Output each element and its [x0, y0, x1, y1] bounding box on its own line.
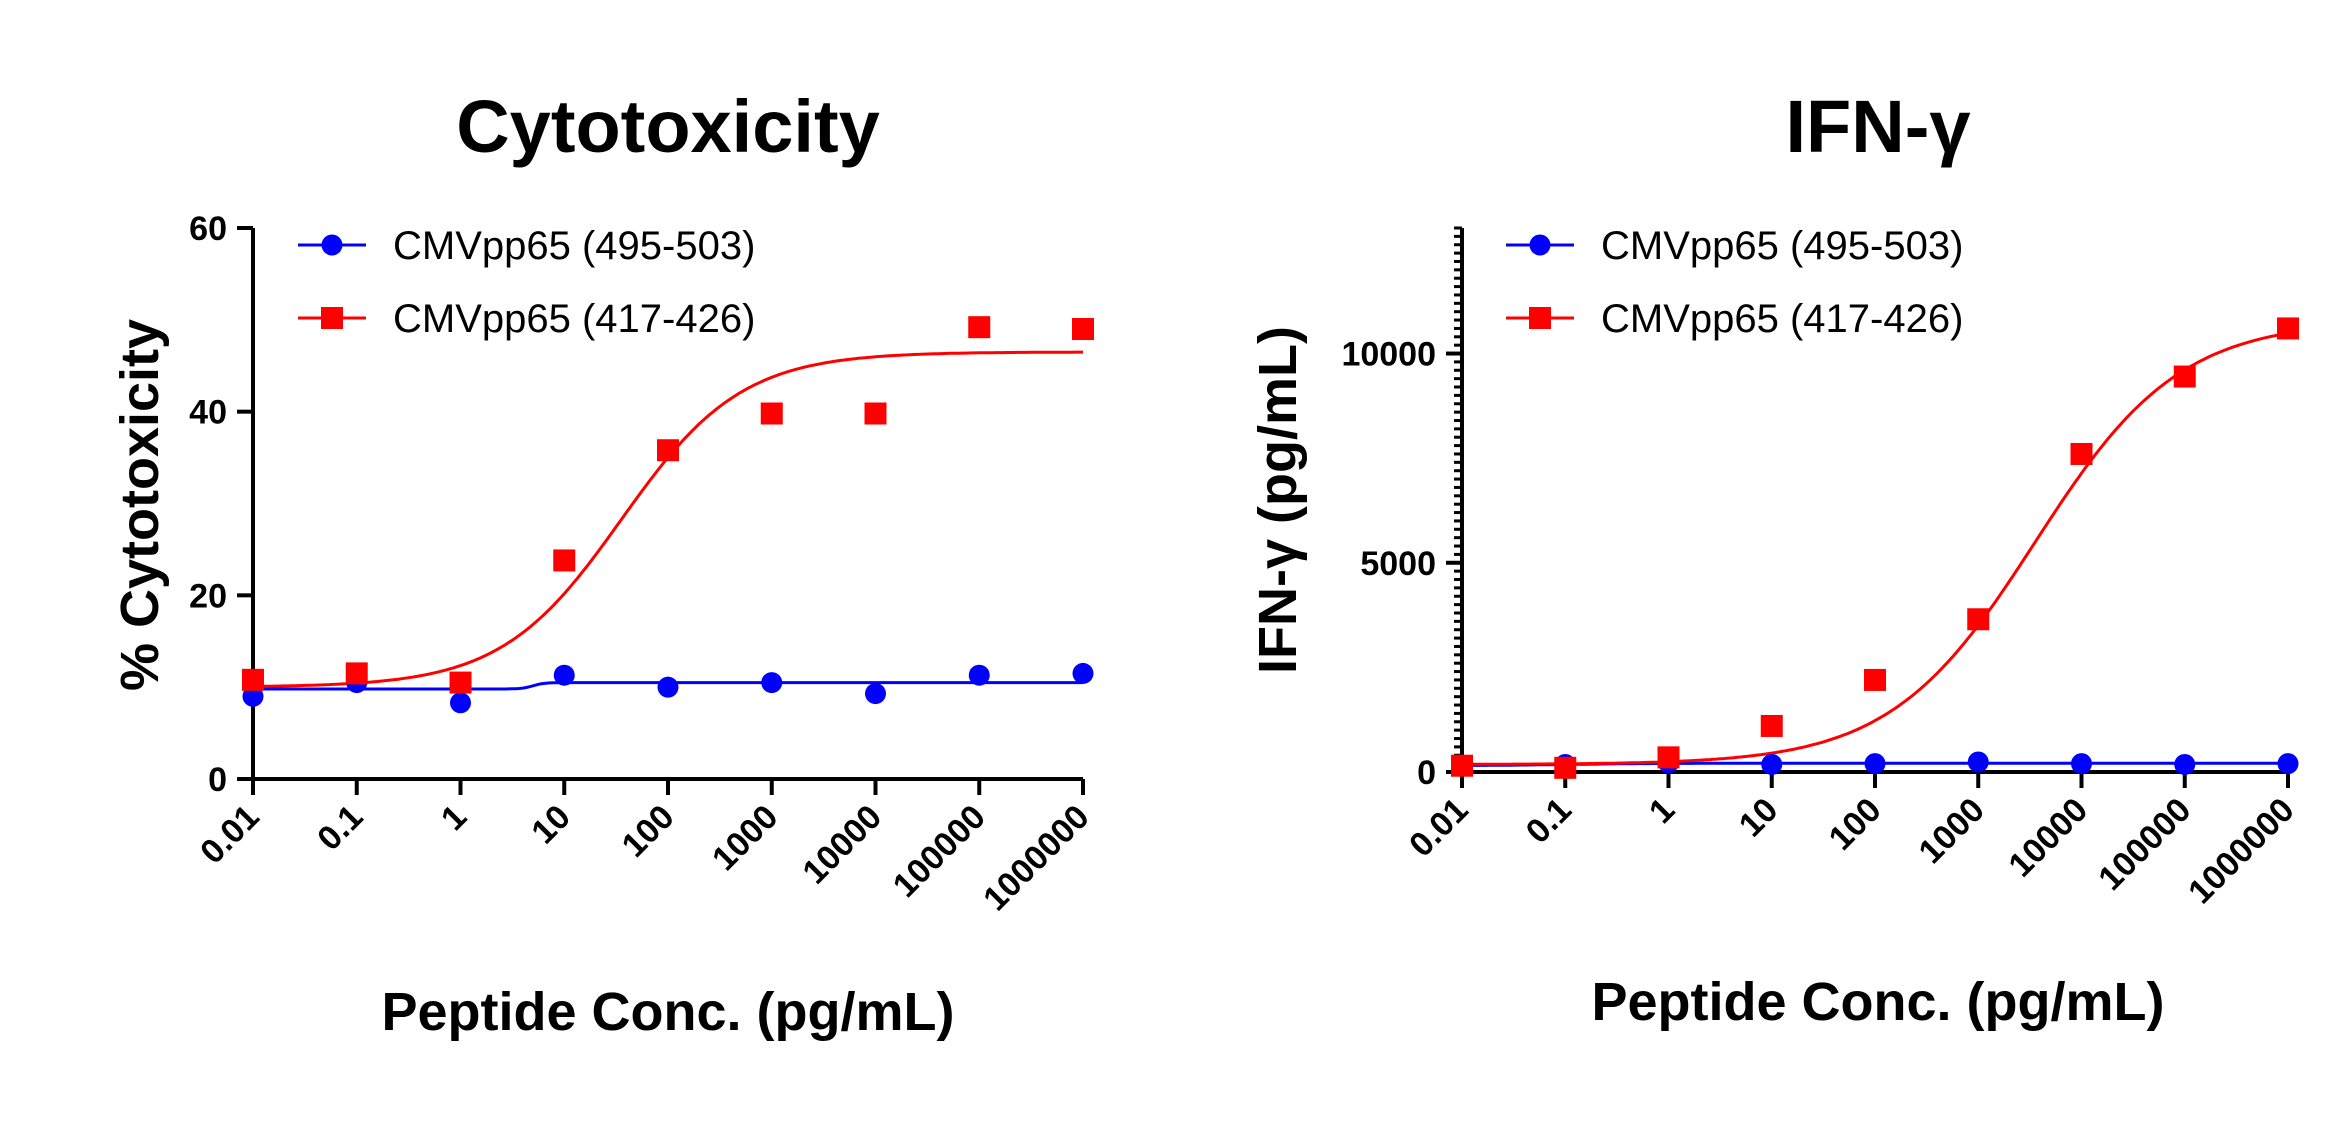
data-point-series-2 — [449, 671, 472, 694]
legend-label: CMVpp65 (417-426) — [393, 297, 755, 341]
x-tick-label: 0.01 — [193, 798, 267, 872]
ifn-gamma-data-points — [1451, 317, 2299, 779]
data-point-series-1 — [657, 676, 679, 698]
data-point-series-2 — [2070, 442, 2093, 465]
data-point-series-2 — [760, 402, 783, 425]
cytotoxicity-legend: CMVpp65 (495-503) CMVpp65 (417-426) — [298, 224, 755, 341]
y-tick-label: 0 — [1417, 754, 1436, 792]
x-tick-label: 1000 — [1912, 791, 1992, 871]
legend-marker — [1529, 234, 1551, 256]
x-tick-label: 10000 — [795, 798, 889, 892]
data-point-series-2 — [1967, 608, 1990, 631]
data-point-series-1 — [865, 683, 886, 705]
x-tick-label: 0.1 — [310, 798, 370, 858]
data-point-series-1 — [553, 664, 575, 686]
y-tick-label: 5000 — [1360, 545, 1436, 583]
data-point-series-2 — [553, 549, 576, 572]
x-tick-label: 100000 — [2091, 791, 2198, 898]
cytotoxicity-fit-curves — [253, 350, 1083, 691]
y-tick-label: 10000 — [1341, 336, 1436, 374]
x-tick-label: 10 — [524, 798, 578, 852]
x-tick-label: 0.01 — [1402, 791, 1476, 865]
data-point-series-1 — [2071, 753, 2092, 775]
data-point-series-2 — [345, 662, 368, 685]
ifn-gamma-y-axis-label: IFN-γ (pg/mL) — [1248, 326, 1308, 674]
ifn-gamma-x-axis-label: Peptide Conc. (pg/mL) — [1592, 972, 2165, 1032]
data-point-series-2 — [1657, 746, 1680, 769]
y-tick-label: 0 — [208, 761, 227, 799]
ifn-gamma-title: IFN-γ — [1786, 85, 1971, 168]
ifn-gamma-fit-curves — [1462, 331, 2289, 767]
legend-marker — [1529, 307, 1551, 329]
data-point-series-2 — [1451, 754, 1473, 777]
data-point-series-1 — [1761, 753, 1783, 775]
x-tick-label: 100 — [615, 798, 682, 865]
cytotoxicity-y-axis-label: % Cytotoxicity — [110, 319, 170, 691]
data-point-series-2 — [657, 439, 679, 462]
data-point-series-2 — [968, 316, 991, 339]
x-tick-label: 1000 — [705, 798, 785, 878]
x-tick-label: 1000000 — [976, 798, 1096, 918]
data-point-series-2 — [2277, 317, 2299, 340]
x-tick-label: 10000 — [2001, 791, 2095, 885]
data-point-series-1 — [242, 685, 264, 707]
x-tick-label: 10 — [1732, 791, 1786, 845]
data-point-series-1 — [968, 664, 990, 686]
data-point-series-1 — [450, 692, 471, 714]
ifn-gamma-panel: IFN-γ IFN-γ (pg/mL) Peptide Conc. (pg/mL… — [1248, 85, 2302, 1032]
y-tick-label: 40 — [189, 394, 227, 432]
x-tick-label: 0.1 — [1519, 791, 1579, 851]
data-point-series-2 — [2173, 365, 2196, 388]
y-tick-label: 20 — [189, 577, 227, 615]
cytotoxicity-x-axis-label: Peptide Conc. (pg/mL) — [382, 982, 955, 1042]
fit-curve-series-2 — [253, 350, 1083, 688]
data-point-series-2 — [1864, 668, 1886, 691]
data-point-series-1 — [761, 672, 783, 694]
data-point-series-2 — [1554, 756, 1577, 779]
data-point-series-1 — [2277, 753, 2299, 775]
data-point-series-2 — [864, 402, 887, 425]
data-point-series-2 — [1072, 318, 1094, 341]
cytotoxicity-title: Cytotoxicity — [456, 85, 880, 168]
legend-label: CMVpp65 (495-503) — [393, 224, 755, 268]
x-tick-label: 100000 — [886, 798, 993, 905]
x-tick-label: 1 — [1642, 791, 1682, 831]
data-point-series-1 — [2174, 753, 2196, 775]
legend-marker — [321, 234, 343, 256]
data-point-series-1 — [1967, 751, 1989, 773]
data-point-series-2 — [1760, 714, 1783, 737]
data-point-series-1 — [1072, 662, 1094, 684]
data-point-series-1 — [1864, 753, 1886, 775]
x-tick-label: 1 — [434, 798, 474, 838]
cytotoxicity-data-points — [242, 316, 1094, 714]
ifn-gamma-legend: CMVpp65 (495-503) CMVpp65 (417-426) — [1506, 224, 1963, 341]
cytotoxicity-panel: Cytotoxicity % Cytotoxicity Peptide Conc… — [110, 85, 1097, 1042]
legend-label: CMVpp65 (495-503) — [1601, 224, 1963, 268]
fit-curve-series-2 — [1462, 331, 2289, 766]
legend-label: CMVpp65 (417-426) — [1601, 297, 1963, 341]
data-point-series-2 — [242, 668, 264, 691]
x-tick-label: 1000000 — [2181, 791, 2301, 911]
x-tick-label: 100 — [1822, 791, 1889, 858]
y-tick-label: 60 — [189, 210, 227, 248]
legend-marker — [321, 307, 343, 329]
